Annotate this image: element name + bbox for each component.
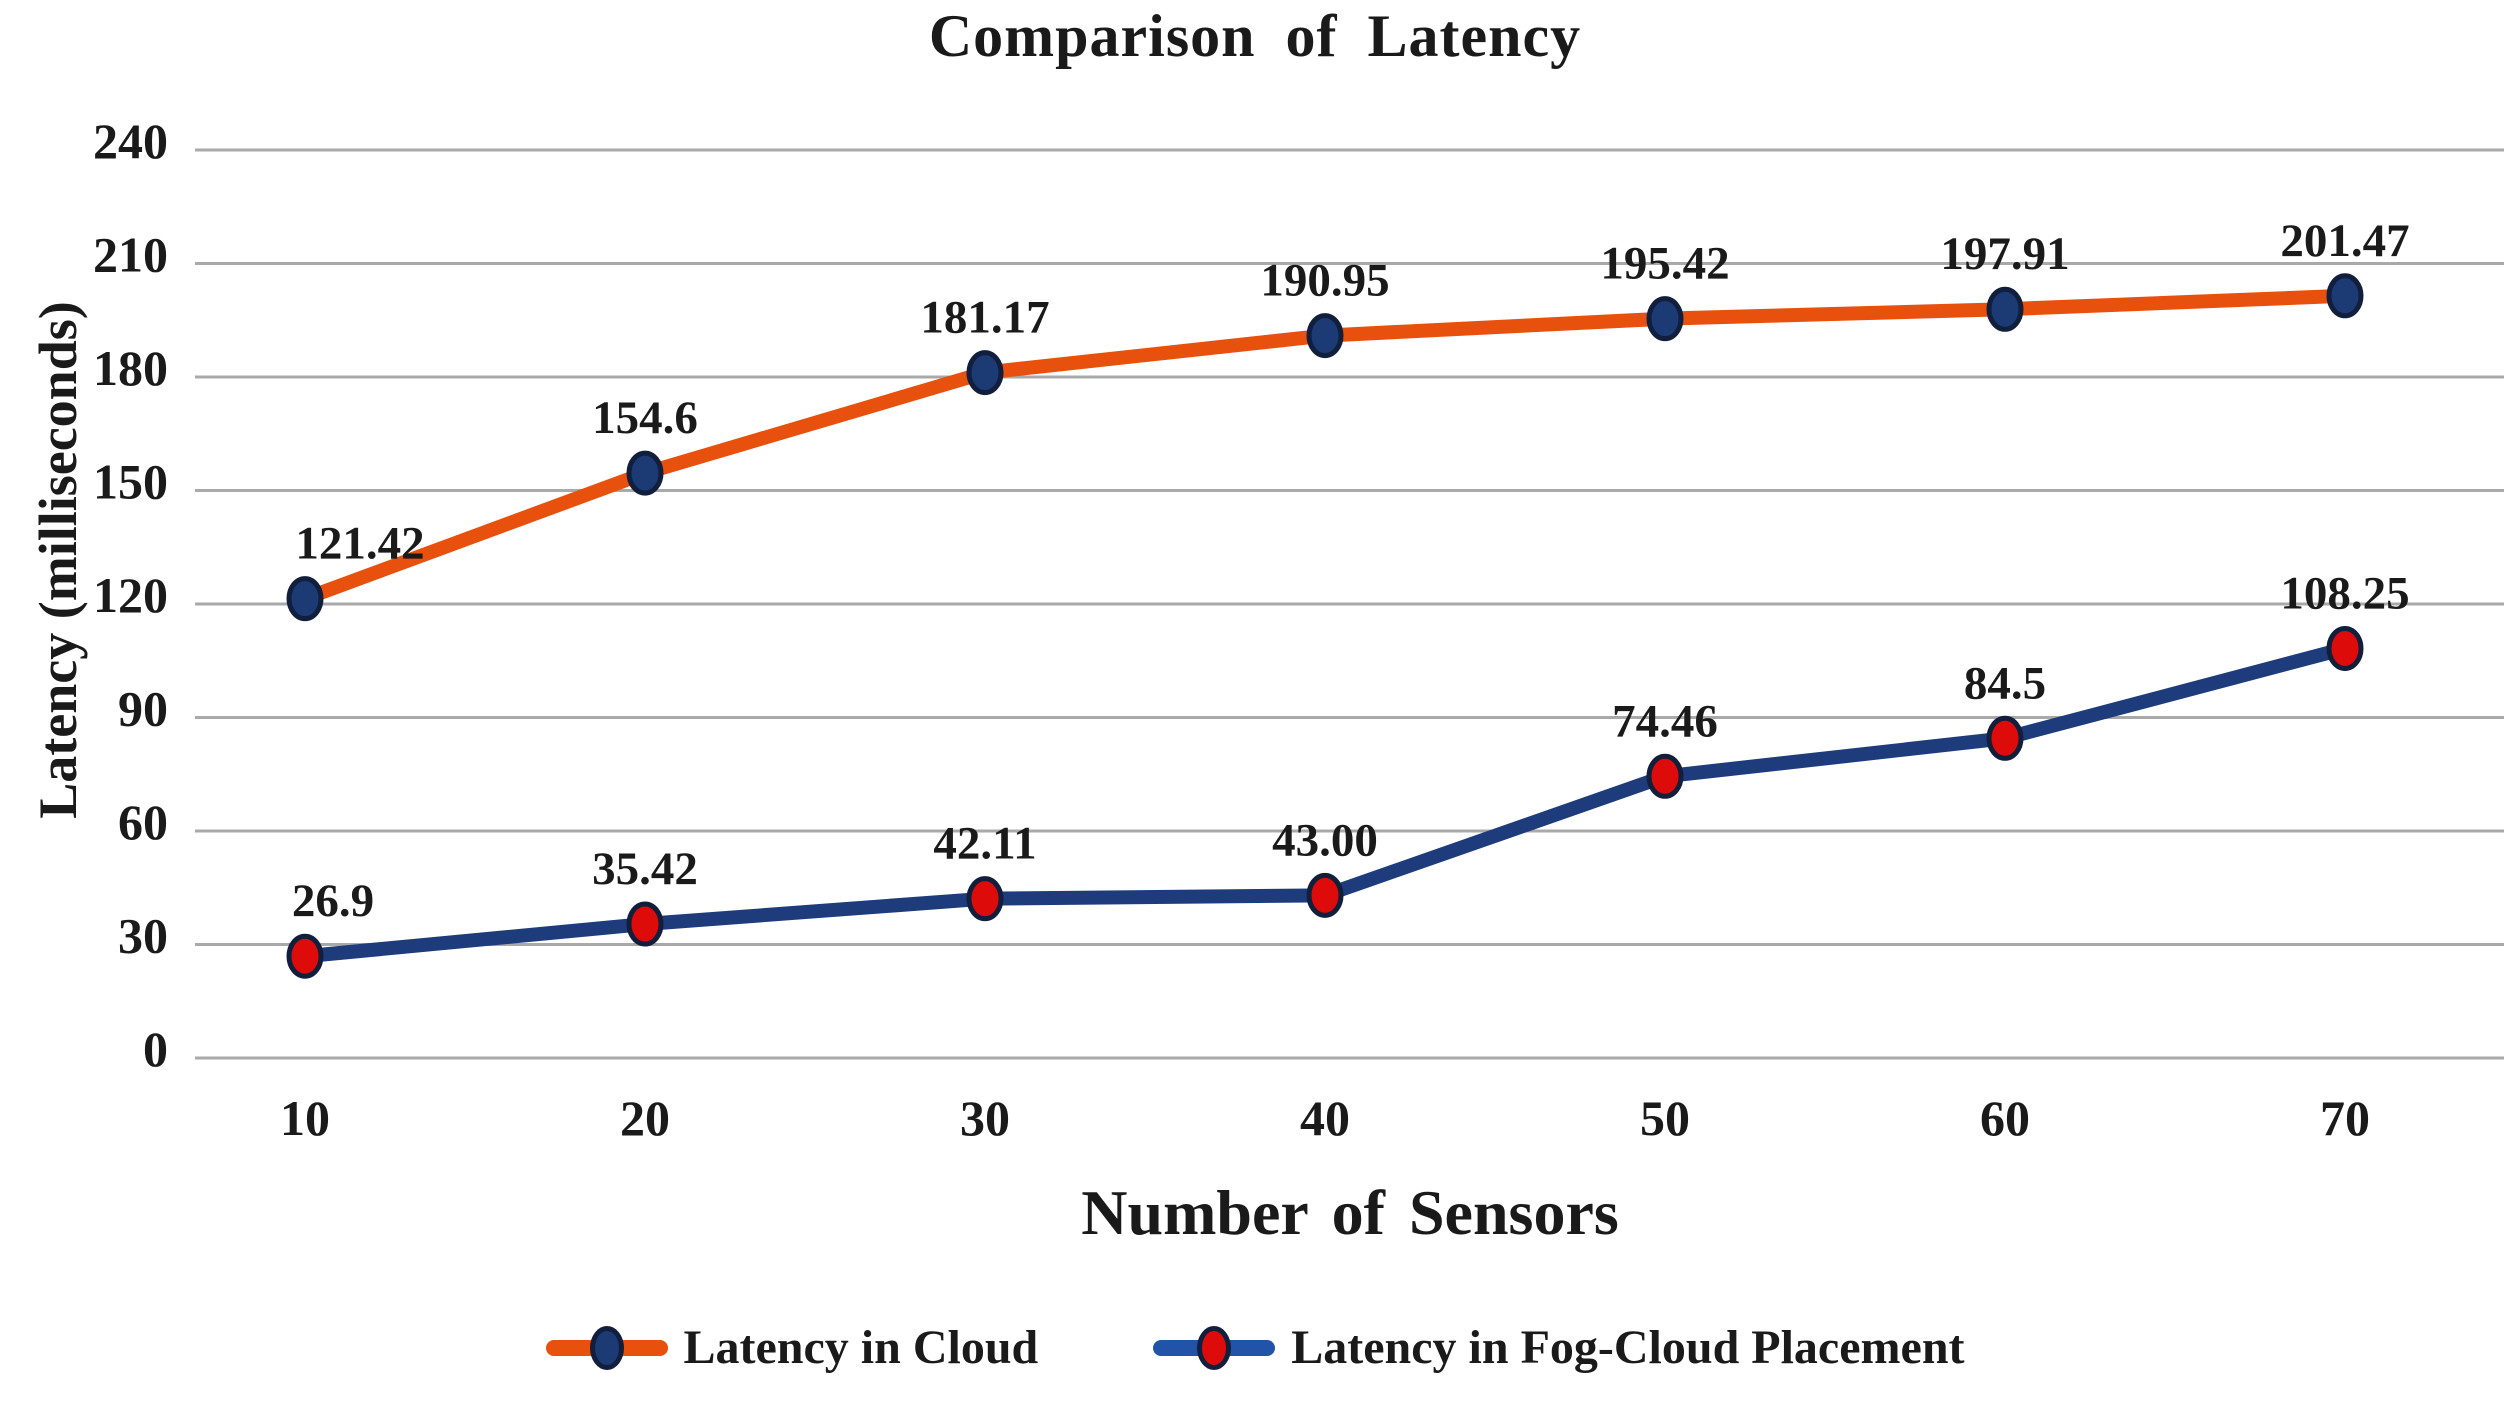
data-point-marker-cloud — [1646, 296, 1684, 342]
x-tick-label: 20 — [620, 1090, 670, 1146]
y-tick-label: 60 — [118, 794, 168, 850]
y-tick-label: 0 — [143, 1021, 168, 1077]
data-label-fog-cloud: 43.00 — [1272, 814, 1378, 866]
data-label-fog-cloud: 35.42 — [592, 843, 698, 895]
x-tick-label: 30 — [960, 1090, 1010, 1146]
data-label-cloud: 121.42 — [295, 518, 424, 570]
data-label-cloud: 195.42 — [1600, 238, 1729, 290]
y-tick-label: 240 — [93, 113, 168, 169]
data-label-fog-cloud: 26.9 — [292, 875, 374, 927]
data-point-marker-cloud — [626, 450, 664, 496]
x-tick-label: 10 — [280, 1090, 330, 1146]
y-tick-label: 210 — [93, 227, 168, 283]
data-label-cloud: 197.91 — [1940, 228, 2069, 280]
data-point-marker-cloud — [966, 350, 1004, 396]
data-point-marker-fog-cloud — [1646, 753, 1684, 799]
data-point-marker-fog-cloud — [966, 876, 1004, 922]
data-label-fog-cloud: 42.11 — [933, 818, 1036, 870]
legend-cloud-marker-icon — [589, 1325, 624, 1370]
y-tick-label: 90 — [118, 681, 168, 737]
legend-cloud-label: Latency in Cloud — [683, 1321, 1039, 1374]
legend-fog-cloud-line-swatch — [1153, 1325, 1276, 1370]
data-point-marker-fog-cloud — [286, 933, 324, 979]
data-point-marker-fog-cloud — [626, 901, 664, 947]
data-point-marker-cloud — [2326, 273, 2364, 319]
y-tick-label: 180 — [93, 340, 168, 396]
legend-item-cloud: Latency in Cloud — [545, 1320, 1039, 1375]
data-label-fog-cloud: 74.46 — [1612, 695, 1718, 747]
data-point-marker-fog-cloud — [2326, 625, 2364, 671]
data-point-marker-cloud — [286, 576, 324, 622]
legend-fog-cloud-label: Latency in Fog-Cloud Placement — [1291, 1321, 1965, 1374]
data-label-cloud: 190.95 — [1260, 255, 1389, 307]
x-tick-label: 40 — [1300, 1090, 1350, 1146]
x-axis-title: Number of Sensors — [1081, 1177, 1619, 1248]
y-tick-label: 120 — [93, 567, 168, 623]
y-tick-label: 150 — [93, 454, 168, 510]
legend-item-fog-cloud: Latency in Fog-Cloud Placement — [1153, 1320, 1965, 1375]
legend-cloud-line-swatch — [545, 1325, 668, 1370]
data-point-marker-cloud — [1986, 286, 2024, 332]
data-label-cloud: 201.47 — [2280, 215, 2409, 267]
data-point-marker-fog-cloud — [1986, 715, 2024, 761]
y-tick-label: 30 — [118, 908, 168, 964]
chart-title: Comparison of Latency — [928, 3, 1582, 69]
legend-fog-cloud-marker-icon — [1197, 1325, 1232, 1370]
data-point-marker-fog-cloud — [1306, 872, 1344, 918]
x-tick-label: 70 — [2320, 1090, 2370, 1146]
data-label-cloud: 154.6 — [592, 392, 698, 444]
x-tick-label: 60 — [1980, 1090, 2030, 1146]
data-point-marker-cloud — [1306, 313, 1344, 359]
legend: Latency in Cloud Latency in Fog-Cloud Pl… — [0, 1320, 2510, 1375]
data-label-fog-cloud: 84.5 — [1964, 657, 2046, 709]
data-label-cloud: 181.17 — [920, 292, 1049, 344]
data-label-fog-cloud: 108.25 — [2280, 567, 2409, 619]
x-tick-label: 50 — [1640, 1090, 1690, 1146]
